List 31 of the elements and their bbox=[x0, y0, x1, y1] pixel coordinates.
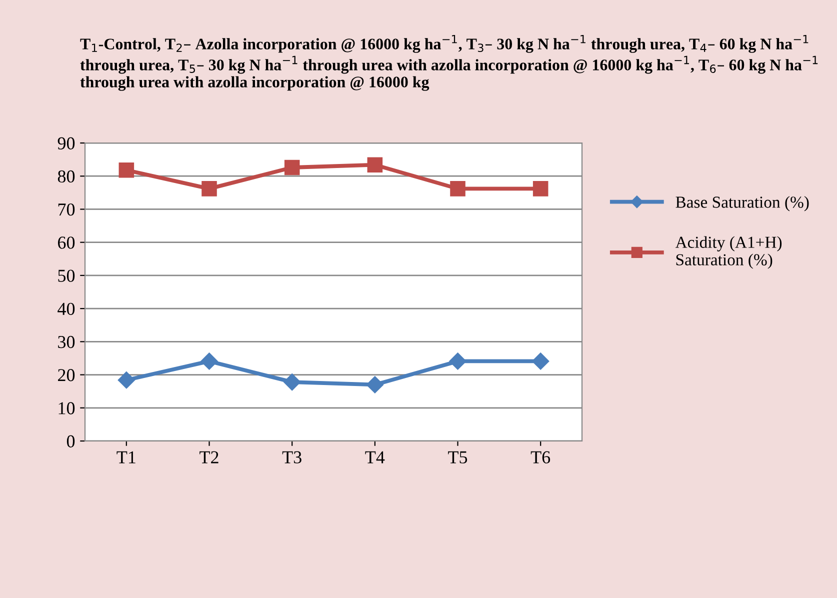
point bbox=[200, 352, 218, 370]
y-tick-label: 80 bbox=[58, 170, 75, 183]
x-tick-label: T4 bbox=[365, 451, 385, 464]
x-tick-label: T1 bbox=[116, 451, 136, 464]
point bbox=[532, 352, 550, 370]
point bbox=[532, 181, 548, 196]
x-tick-label: T6 bbox=[530, 451, 550, 464]
y-tick-label: 40 bbox=[58, 302, 75, 315]
point bbox=[449, 352, 466, 370]
point bbox=[118, 162, 134, 178]
y-tick-label: 90 bbox=[58, 137, 75, 150]
point bbox=[367, 157, 383, 172]
legend-label: Acidity (A1+H) Saturation (%) bbox=[675, 236, 782, 269]
point bbox=[284, 374, 301, 391]
point bbox=[118, 372, 135, 389]
point bbox=[450, 181, 466, 196]
y-tick-label: 60 bbox=[58, 236, 75, 249]
point bbox=[202, 181, 217, 196]
x-tick-label: T5 bbox=[448, 451, 468, 464]
y-tick-label: 50 bbox=[58, 270, 75, 282]
point bbox=[366, 376, 384, 394]
y-tick-label: 30 bbox=[58, 336, 75, 348]
y-tick-label: 10 bbox=[58, 402, 75, 414]
y-tick-label: 70 bbox=[58, 203, 75, 216]
point bbox=[284, 160, 300, 176]
legend-label: Base Saturation (%) bbox=[676, 196, 809, 212]
x-tick-label: T3 bbox=[282, 451, 302, 464]
chart-title: T$_{1}$-Control, T$_{2}$– Azolla incorporation @ 16000 kg ha$^{−1}$, T$_{3}$– 30 kg N ha$^{−1}$ through urea, T$_{4}$– 60 kg N ha$^{−1}$ through urea, T$_{5}$– 30 kg N ha$^{−1}$ through urea with azolla incorporation @ 16000 kg ha$^{−1}$, T$_{6}$– 60 kg N ha$^{−1}$ through urea with azolla incorporation @ 16000 kg bbox=[80, 35, 818, 91]
y-tick-label: 0 bbox=[66, 435, 75, 448]
y-tick-label: 20 bbox=[58, 369, 75, 382]
x-tick-label: T2 bbox=[200, 451, 218, 464]
